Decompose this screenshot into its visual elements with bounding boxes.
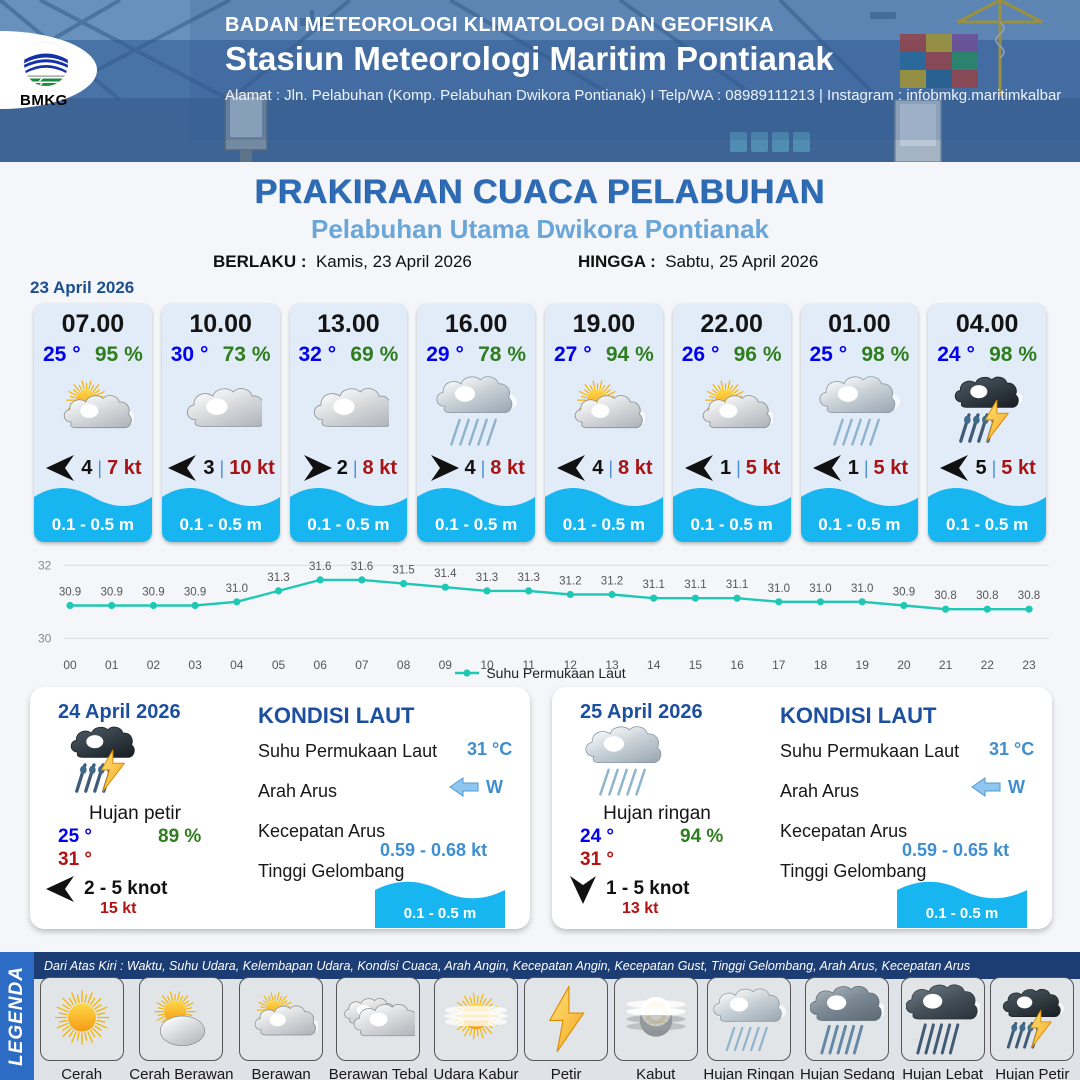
svg-text:30.8: 30.8 <box>976 590 998 602</box>
svg-text:31.2: 31.2 <box>559 576 581 588</box>
svg-text:30.9: 30.9 <box>893 587 915 599</box>
svg-text:31.4: 31.4 <box>434 568 457 580</box>
svg-text:31.6: 31.6 <box>351 561 373 573</box>
svg-text:30.8: 30.8 <box>1018 590 1040 602</box>
svg-text:32: 32 <box>38 558 52 572</box>
svg-text:31.6: 31.6 <box>309 561 331 573</box>
svg-text:31.0: 31.0 <box>851 583 873 595</box>
svg-text:30.9: 30.9 <box>59 587 81 599</box>
svg-text:31.2: 31.2 <box>601 576 623 588</box>
svg-text:31.0: 31.0 <box>768 583 790 595</box>
svg-text:31.5: 31.5 <box>392 565 414 577</box>
svg-text:31.1: 31.1 <box>643 579 665 591</box>
svg-text:30.9: 30.9 <box>142 587 164 599</box>
svg-text:31.0: 31.0 <box>226 583 248 595</box>
svg-text:31.3: 31.3 <box>476 572 498 584</box>
svg-text:30.9: 30.9 <box>184 587 206 599</box>
svg-text:30: 30 <box>38 631 52 645</box>
svg-text:31.3: 31.3 <box>518 572 540 584</box>
svg-text:30.8: 30.8 <box>934 590 956 602</box>
svg-text:31.3: 31.3 <box>267 572 289 584</box>
svg-text:31.1: 31.1 <box>684 579 706 591</box>
svg-text:30.9: 30.9 <box>101 587 123 599</box>
svg-text:31.1: 31.1 <box>726 579 748 591</box>
svg-text:31.0: 31.0 <box>809 583 831 595</box>
